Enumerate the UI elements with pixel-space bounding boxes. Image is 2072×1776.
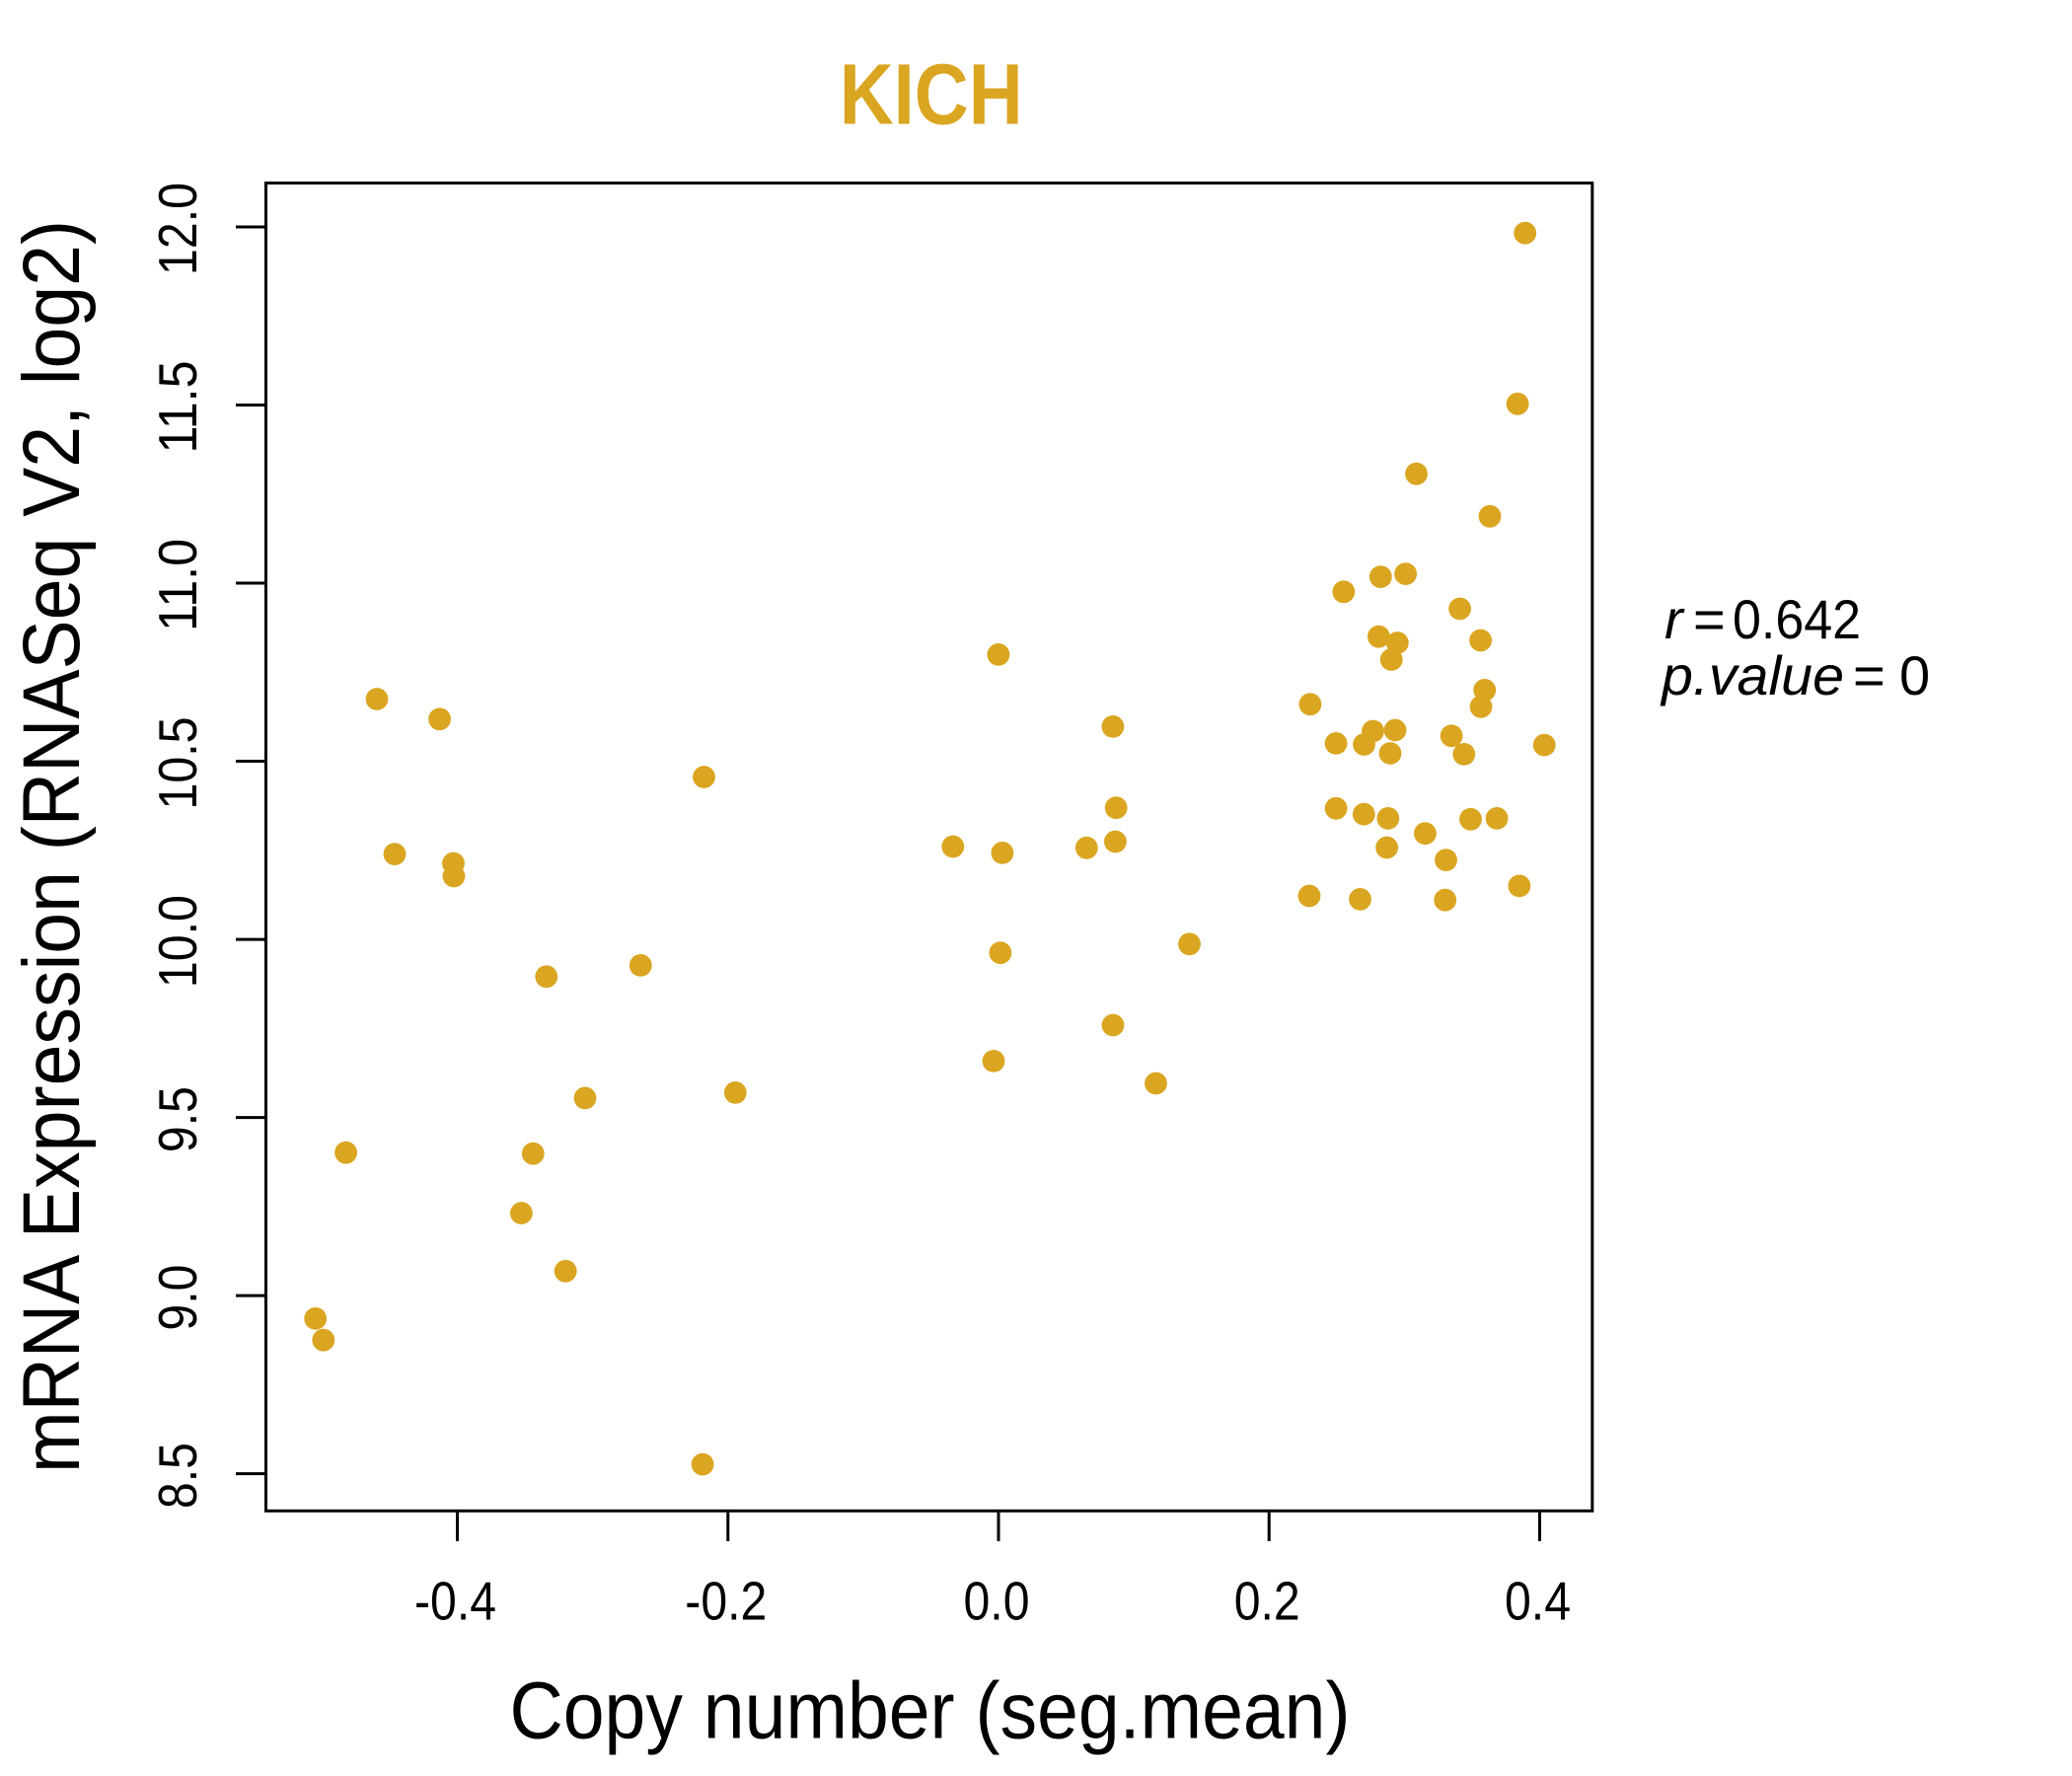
svg-text:Copy number (seg.mean): Copy number (seg.mean) [510, 1666, 1351, 1756]
svg-text:-0.2: -0.2 [685, 1571, 767, 1632]
svg-text:-0.4: -0.4 [414, 1571, 496, 1632]
svg-text:mRNA Expression (RNASeq V2, lo: mRNA Expression (RNASeq V2, log2) [7, 220, 97, 1473]
svg-text:8.5: 8.5 [147, 1443, 208, 1509]
svg-text:0: 0 [1899, 644, 1930, 706]
svg-text:11.5: 11.5 [147, 361, 208, 454]
svg-text:9.0: 9.0 [147, 1265, 208, 1331]
svg-text:0.0: 0.0 [964, 1571, 1030, 1632]
svg-text:KICH: KICH [840, 47, 1023, 143]
svg-text:10.5: 10.5 [147, 717, 208, 810]
svg-text:0.4: 0.4 [1505, 1571, 1571, 1632]
svg-text:=: = [1853, 644, 1886, 706]
svg-text:12.0: 12.0 [147, 183, 208, 275]
svg-text:=: = [1693, 588, 1726, 650]
svg-text:0.642: 0.642 [1733, 588, 1861, 650]
svg-text:11.0: 11.0 [147, 539, 208, 631]
svg-text:10.0: 10.0 [147, 895, 208, 988]
svg-text:9.5: 9.5 [147, 1086, 208, 1152]
svg-text:0.2: 0.2 [1234, 1571, 1300, 1632]
svg-text:p.value: p.value [1660, 644, 1844, 706]
svg-text:r: r [1665, 588, 1685, 650]
